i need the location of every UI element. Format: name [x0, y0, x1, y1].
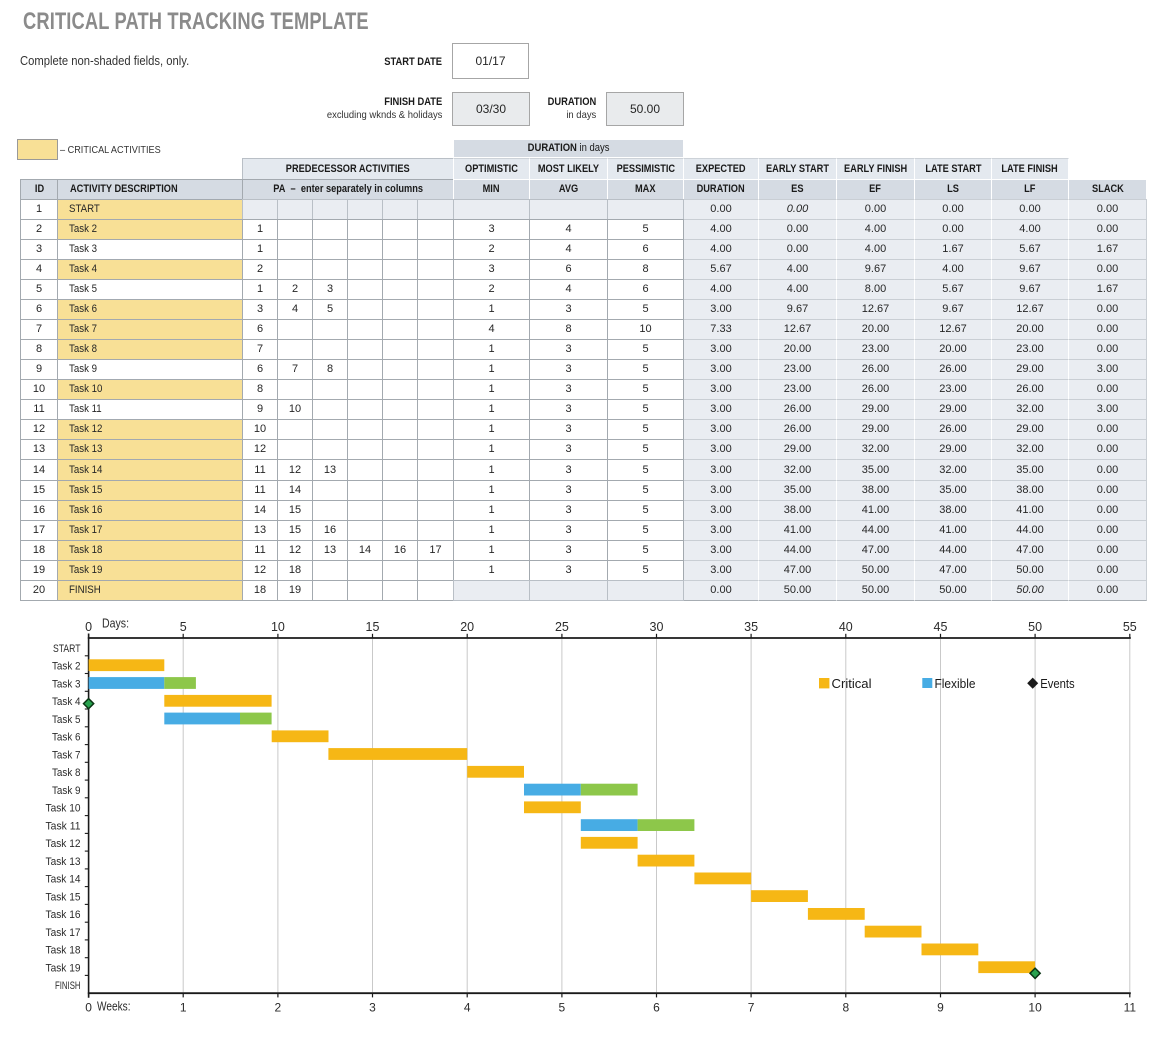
svg-text:Task 17: Task 17 — [46, 927, 81, 939]
svg-text:3: 3 — [369, 1001, 376, 1015]
svg-text:Task 6: Task 6 — [52, 732, 81, 744]
svg-text:Task 19: Task 19 — [46, 963, 81, 975]
svg-text:Task 8: Task 8 — [52, 767, 81, 779]
svg-text:20: 20 — [460, 620, 474, 634]
svg-text:Weeks:: Weeks: — [97, 1000, 131, 1014]
svg-text:0: 0 — [85, 620, 92, 634]
svg-text:Task 4: Task 4 — [52, 696, 81, 708]
svg-text:9: 9 — [937, 1001, 944, 1015]
svg-text:Task 11: Task 11 — [46, 820, 81, 832]
svg-text:Task 14: Task 14 — [46, 874, 81, 886]
svg-text:11: 11 — [1124, 1001, 1137, 1015]
svg-text:Task 7: Task 7 — [52, 749, 81, 761]
svg-text:Flexible: Flexible — [935, 676, 976, 691]
svg-text:Days:: Days: — [102, 617, 129, 631]
svg-text:2: 2 — [275, 1001, 282, 1015]
svg-text:6: 6 — [653, 1001, 660, 1015]
svg-text:Task 15: Task 15 — [46, 891, 81, 903]
svg-text:55: 55 — [1123, 620, 1137, 634]
svg-text:Task 12: Task 12 — [46, 838, 81, 850]
svg-text:5: 5 — [180, 620, 187, 634]
svg-text:Task 5: Task 5 — [52, 714, 81, 726]
svg-text:1: 1 — [180, 1001, 187, 1015]
svg-text:Task 16: Task 16 — [46, 909, 81, 921]
svg-text:50: 50 — [1028, 620, 1042, 634]
svg-text:10: 10 — [271, 620, 285, 634]
svg-text:35: 35 — [744, 620, 758, 634]
svg-text:30: 30 — [650, 620, 664, 634]
svg-text:0: 0 — [85, 1001, 92, 1015]
svg-text:Task 18: Task 18 — [46, 945, 81, 957]
svg-text:Events: Events — [1040, 676, 1075, 691]
svg-text:Task 3: Task 3 — [52, 678, 81, 690]
svg-text:40: 40 — [839, 620, 853, 634]
svg-text:Critical: Critical — [832, 676, 872, 691]
svg-text:Task 13: Task 13 — [46, 856, 81, 868]
svg-text:4: 4 — [464, 1001, 471, 1015]
svg-text:15: 15 — [366, 620, 380, 634]
svg-text:Task 2: Task 2 — [52, 661, 81, 673]
svg-text:START: START — [53, 643, 81, 655]
svg-text:45: 45 — [934, 620, 948, 634]
svg-text:7: 7 — [748, 1001, 755, 1015]
svg-text:Task 10: Task 10 — [46, 803, 81, 815]
svg-text:5: 5 — [559, 1001, 566, 1015]
svg-text:FINISH: FINISH — [55, 980, 81, 992]
svg-text:25: 25 — [555, 620, 569, 634]
svg-text:Task 9: Task 9 — [52, 785, 81, 797]
svg-text:10: 10 — [1028, 1001, 1042, 1015]
svg-text:8: 8 — [842, 1001, 849, 1015]
